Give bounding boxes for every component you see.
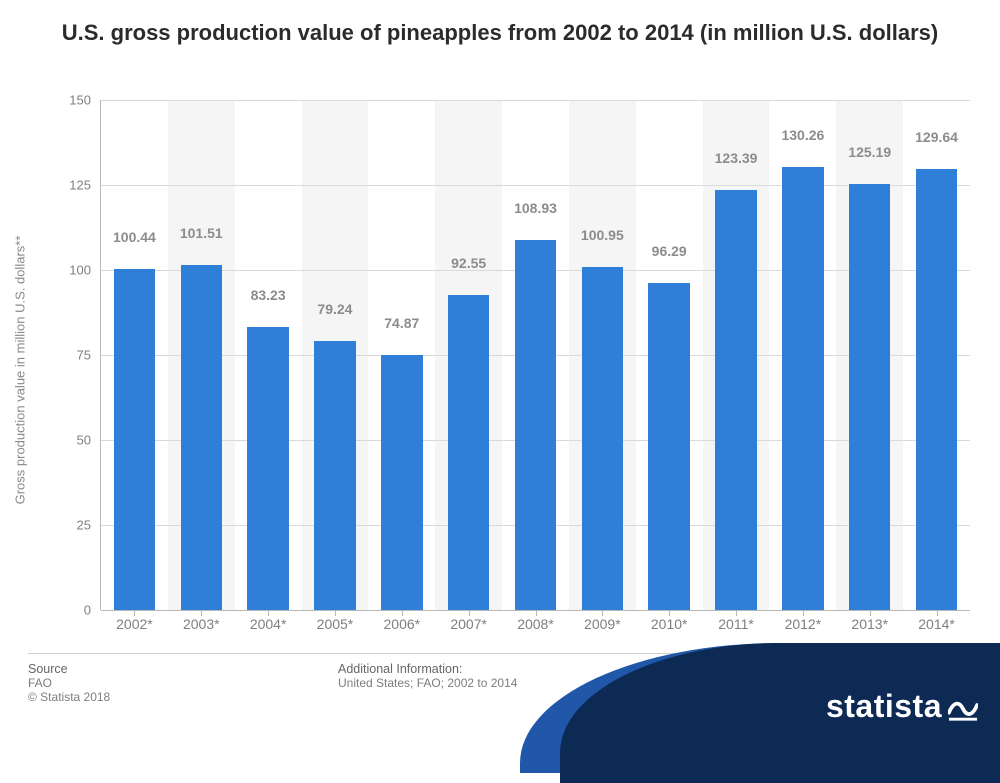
x-tick-label: 2009* [584, 616, 621, 632]
y-tick-label: 100 [69, 263, 91, 278]
x-tick-label: 2010* [651, 616, 688, 632]
x-tick-label: 2013* [851, 616, 888, 632]
x-tick-label: 2007* [450, 616, 487, 632]
source-text: FAO [28, 676, 110, 690]
y-tick-label: 50 [77, 433, 91, 448]
bar-value-label: 129.64 [915, 129, 958, 149]
x-tick-label: 2006* [384, 616, 421, 632]
y-tick-label: 25 [77, 518, 91, 533]
bar-value-label: 123.39 [715, 150, 758, 170]
bar [381, 355, 422, 610]
bar [849, 184, 890, 610]
bar [648, 283, 689, 610]
chart-title: U.S. gross production value of pineapple… [0, 0, 1000, 56]
bar [715, 190, 756, 610]
bar-value-label: 100.44 [113, 229, 156, 249]
brand-logo: statista [826, 688, 978, 725]
additional-info-text: United States; FAO; 2002 to 2014 [338, 676, 517, 690]
bar [247, 327, 288, 610]
bar [916, 169, 957, 610]
y-tick-label: 125 [69, 178, 91, 193]
y-axis-label: Gross production value in million U.S. d… [13, 236, 28, 505]
bar-value-label: 83.23 [251, 287, 286, 307]
copyright-text: © Statista 2018 [28, 690, 110, 704]
x-tick-label: 2005* [317, 616, 354, 632]
x-tick-label: 2003* [183, 616, 220, 632]
y-tick-label: 0 [84, 603, 91, 618]
y-tick-label: 75 [77, 348, 91, 363]
bar [582, 267, 623, 610]
plot-area: 0255075100125150100.442002*101.512003*83… [100, 100, 970, 610]
bar-value-label: 96.29 [652, 243, 687, 263]
source-heading: Source [28, 662, 110, 676]
x-tick-label: 2008* [517, 616, 554, 632]
bar [314, 341, 355, 610]
x-tick-label: 2011* [718, 616, 754, 632]
bar [448, 295, 489, 610]
y-tick-label: 150 [69, 93, 91, 108]
bar [782, 167, 823, 610]
brand-wave-icon [948, 692, 978, 722]
chart-area: Gross production value in million U.S. d… [30, 90, 980, 650]
bar-value-label: 100.95 [581, 227, 624, 247]
bar-value-label: 130.26 [781, 127, 824, 147]
x-tick-label: 2004* [250, 616, 287, 632]
additional-info-heading: Additional Information: [338, 662, 517, 676]
x-tick-label: 2014* [918, 616, 955, 632]
bar-value-label: 79.24 [317, 301, 352, 321]
gridline [101, 185, 970, 186]
bar [515, 240, 556, 610]
x-tick-label: 2002* [116, 616, 153, 632]
gridline [101, 100, 970, 101]
bar-value-label: 108.93 [514, 200, 557, 220]
x-tick-label: 2012* [785, 616, 822, 632]
bar-value-label: 74.87 [384, 315, 419, 335]
brand-name: statista [826, 688, 942, 725]
bar-value-label: 101.51 [180, 225, 223, 245]
bar [181, 265, 222, 610]
bar-value-label: 92.55 [451, 255, 486, 275]
bar [114, 269, 155, 610]
bar-value-label: 125.19 [848, 144, 891, 164]
